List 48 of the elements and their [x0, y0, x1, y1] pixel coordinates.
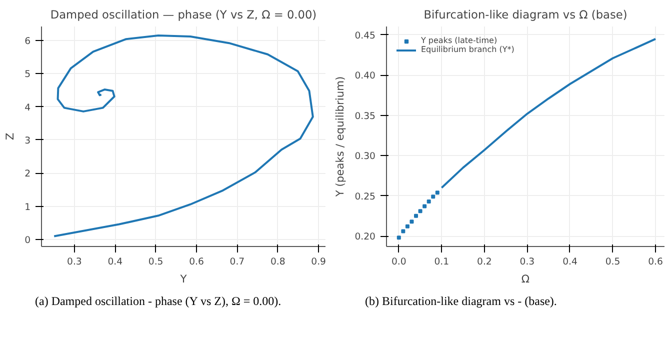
y-tick-label: 6 — [24, 36, 31, 47]
x-tick-label: 0.1 — [434, 256, 450, 268]
legend-label: Equilibrium branch (Y*) — [421, 45, 514, 54]
x-tick-label: 0.7 — [230, 256, 245, 268]
y-tick-label: 0.25 — [354, 191, 376, 202]
x-axis-title: Y — [179, 272, 188, 286]
x-axis-title: Ω — [521, 272, 530, 286]
point — [435, 190, 440, 195]
y-tick-label: 3 — [24, 135, 31, 146]
x-tick-label: 0.8 — [270, 256, 286, 268]
point — [405, 224, 410, 228]
point — [422, 204, 427, 208]
y-tick-label: 0.20 — [354, 232, 376, 243]
x-tick-label: 0.3 — [67, 256, 82, 268]
y-tick-label: 0.35 — [354, 110, 376, 122]
line-series — [53, 34, 314, 238]
y-tick-label: 0.30 — [354, 151, 376, 162]
point — [401, 229, 406, 234]
y-tick-label: 2 — [24, 168, 31, 180]
chart-title: Damped oscillation — phase (Y vs Z, Ω = 0.00) — [50, 8, 317, 22]
x-tick-label: 0.3 — [520, 256, 535, 268]
x-tick-label: 0.2 — [477, 256, 492, 268]
legend-label: Y peaks (late-time) — [421, 36, 498, 45]
y-tick-label: 5 — [24, 69, 31, 80]
x-tick-label: 0.4 — [562, 256, 578, 268]
y-axis-title: Y (peaks / equilibrium) — [334, 76, 347, 198]
y-tick-label: 0.40 — [354, 70, 376, 82]
point — [418, 209, 422, 214]
y-axis-title: Z — [4, 132, 17, 140]
point — [426, 199, 431, 204]
y-tick-label: 1 — [24, 202, 31, 213]
y-tick-label: 0 — [24, 235, 31, 246]
x-tick-label: 0.9 — [311, 256, 326, 268]
y-tick-label: 0.45 — [354, 30, 376, 42]
x-tick-label: 0.6 — [189, 256, 204, 268]
chart-title: Bifurcation-like diagram vs Ω (base) — [424, 8, 628, 22]
point — [414, 214, 418, 218]
point — [431, 194, 436, 199]
x-tick-label: 0.6 — [648, 256, 663, 268]
x-tick-label: 0.5 — [148, 256, 164, 268]
x-tick-label: 0.5 — [605, 256, 620, 268]
point — [396, 236, 401, 240]
text: (a) Damped oscillation - phase (Y vs Z), Ω = 0.00). — [35, 293, 282, 310]
text: (b) Bifurcation-like diagram vs - (base). — [365, 293, 557, 310]
y-tick-label: 4 — [24, 102, 31, 114]
point — [410, 220, 414, 224]
x-tick-label: 0.0 — [391, 256, 406, 268]
x-tick-label: 0.4 — [108, 256, 123, 268]
